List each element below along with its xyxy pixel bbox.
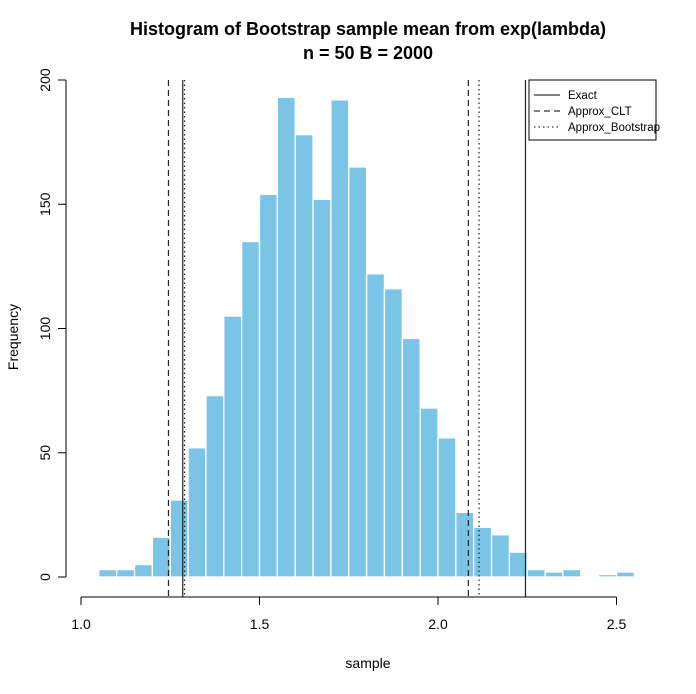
legend: Exact Approx_CLT Approx_Bootstrap: [528, 79, 660, 141]
y-tick-label: 100: [37, 317, 53, 341]
histogram-bar: [240, 240, 261, 578]
y-tick-label: 0: [37, 573, 53, 581]
y-axis-label: Frequency: [5, 304, 21, 370]
histogram-bar: [169, 499, 189, 578]
histogram-bar: [526, 568, 546, 578]
histogram-bar: [187, 447, 207, 578]
histogram-bar: [562, 568, 582, 578]
x-tick-label: 2.0: [428, 616, 448, 632]
y-axis: 0 50 100 150 200: [37, 68, 67, 581]
x-tick-label: 1.0: [71, 616, 91, 632]
x-axis-label: sample: [345, 655, 390, 671]
histogram-bar: [294, 134, 314, 578]
histogram-bar: [116, 568, 136, 578]
x-tick-label: 1.5: [250, 616, 270, 632]
x-tick-label: 2.5: [607, 616, 627, 632]
y-tick-label: 50: [37, 445, 53, 461]
histogram-bar: [151, 536, 171, 578]
histogram-bar: [383, 288, 403, 578]
legend-label: Approx_CLT: [568, 106, 632, 118]
histogram-bar: [258, 193, 279, 578]
interval-lines: [167, 80, 527, 597]
histogram-bar: [401, 337, 421, 578]
histogram-bar: [544, 571, 564, 578]
chart-title-line2: n = 50 B = 2000: [303, 43, 433, 63]
histogram-bar: [330, 99, 350, 578]
y-tick-label: 150: [37, 192, 53, 216]
histogram-bar: [98, 568, 118, 578]
histogram-bar: [490, 534, 511, 578]
histogram-bar: [312, 198, 332, 578]
histogram-bar: [437, 437, 457, 578]
histogram-bar: [276, 96, 296, 578]
histogram-bar: [615, 571, 636, 578]
histogram-bar: [133, 563, 154, 578]
histogram-bar: [348, 166, 368, 578]
histogram-bar: [508, 551, 528, 578]
histogram-bar: [473, 526, 493, 578]
legend-box: [528, 79, 657, 141]
histogram-bar: [223, 315, 243, 578]
histogram-bar: [419, 407, 439, 578]
histogram-bar: [598, 573, 618, 578]
histogram-bar: [365, 273, 386, 578]
legend-label: Approx_Bootstrap: [568, 122, 660, 134]
histogram-bar: [455, 511, 475, 578]
legend-label: Exact: [568, 90, 598, 102]
histogram-bars: [98, 96, 636, 578]
histogram-bar: [205, 394, 225, 578]
chart-title-line1: Histogram of Bootstrap sample mean from …: [130, 19, 606, 39]
x-axis: 1.0 1.5 2.0 2.5: [71, 596, 627, 632]
y-tick-label: 200: [37, 68, 53, 92]
